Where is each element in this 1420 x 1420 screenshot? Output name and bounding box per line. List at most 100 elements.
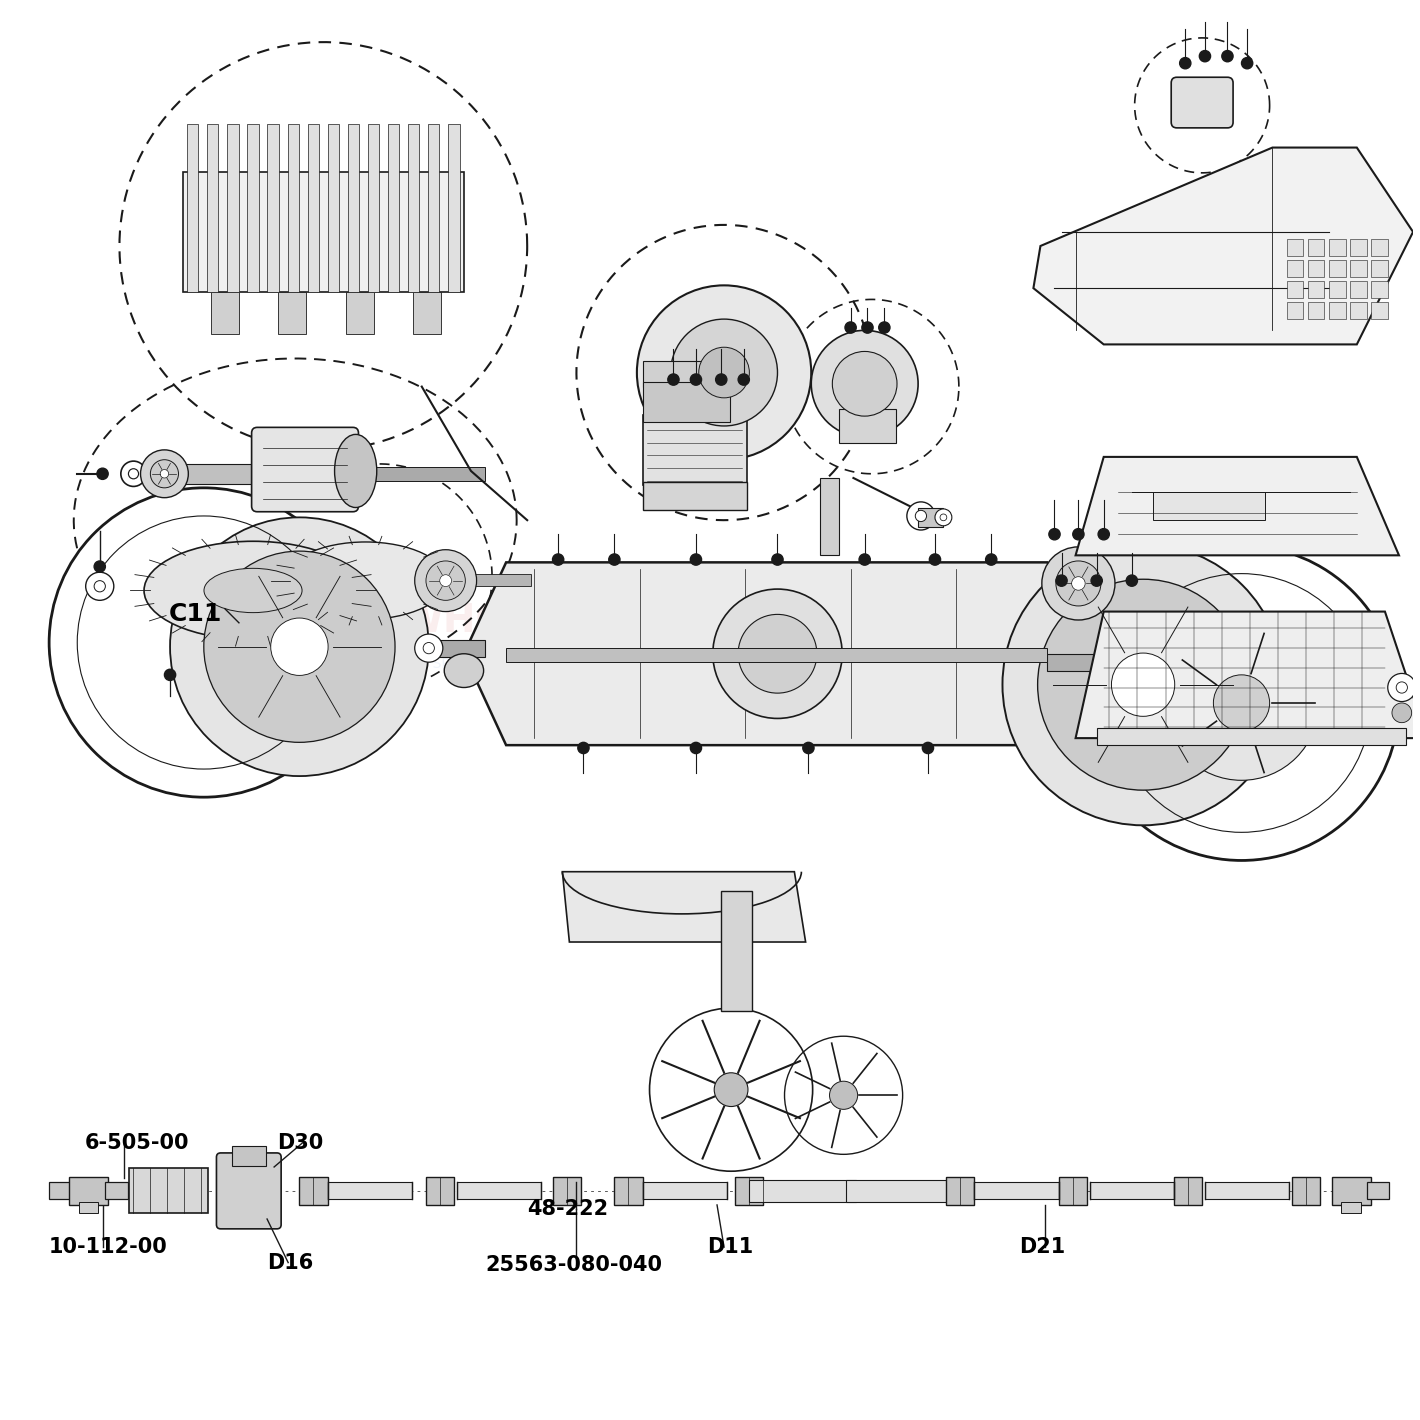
Bar — [346, 291, 373, 334]
Polygon shape — [464, 562, 1089, 746]
Circle shape — [1200, 51, 1211, 62]
Circle shape — [121, 462, 146, 487]
Text: WHOLESALE: WHOLESALE — [400, 602, 670, 640]
Circle shape — [271, 618, 328, 676]
Polygon shape — [1034, 148, 1413, 345]
Bar — [267, 125, 278, 291]
Text: D21: D21 — [1020, 1237, 1065, 1257]
Circle shape — [862, 322, 873, 334]
Text: C11: C11 — [169, 602, 222, 626]
Bar — [1206, 1183, 1289, 1200]
Bar — [1308, 260, 1325, 277]
Circle shape — [1164, 626, 1319, 781]
Bar — [1370, 302, 1387, 320]
Circle shape — [94, 581, 105, 592]
Circle shape — [699, 348, 750, 398]
Circle shape — [985, 554, 997, 565]
Bar — [308, 125, 320, 291]
Ellipse shape — [284, 542, 446, 619]
Bar — [1287, 281, 1304, 298]
Bar — [1370, 281, 1387, 298]
Circle shape — [1112, 653, 1174, 716]
Circle shape — [738, 615, 816, 693]
Circle shape — [1221, 51, 1233, 62]
Bar — [642, 483, 747, 510]
Circle shape — [1083, 545, 1399, 861]
Circle shape — [667, 373, 679, 385]
Bar — [1292, 1177, 1321, 1206]
Bar — [1366, 1183, 1389, 1200]
Bar — [429, 125, 439, 291]
Circle shape — [829, 1081, 858, 1109]
Bar — [183, 172, 464, 291]
Bar — [278, 291, 307, 334]
Circle shape — [141, 450, 189, 497]
Bar — [413, 291, 442, 334]
Bar — [642, 361, 724, 386]
Bar — [1089, 1183, 1174, 1200]
Circle shape — [1049, 528, 1061, 540]
Text: 48-222: 48-222 — [527, 1198, 608, 1220]
Bar — [207, 125, 219, 291]
Circle shape — [738, 373, 750, 385]
Bar — [1329, 281, 1346, 298]
Circle shape — [415, 635, 443, 662]
Circle shape — [772, 554, 782, 565]
Circle shape — [128, 469, 139, 479]
FancyBboxPatch shape — [216, 1153, 281, 1228]
Text: D16: D16 — [267, 1252, 314, 1272]
Circle shape — [1396, 682, 1407, 693]
Circle shape — [1003, 544, 1284, 825]
Bar — [1329, 239, 1346, 256]
Bar — [1287, 260, 1304, 277]
Circle shape — [1091, 575, 1102, 586]
Bar — [155, 616, 331, 646]
Bar — [750, 1180, 856, 1203]
Bar — [615, 1177, 642, 1206]
Polygon shape — [562, 872, 805, 941]
Bar — [1287, 239, 1304, 256]
Polygon shape — [1075, 457, 1399, 555]
Polygon shape — [1075, 612, 1420, 738]
Circle shape — [859, 554, 870, 565]
Bar — [1350, 260, 1366, 277]
Circle shape — [85, 572, 114, 601]
Circle shape — [929, 554, 940, 565]
FancyBboxPatch shape — [1416, 186, 1420, 222]
Circle shape — [716, 373, 727, 385]
Circle shape — [165, 669, 176, 680]
Bar — [129, 1169, 207, 1213]
Circle shape — [907, 501, 934, 530]
Circle shape — [934, 508, 951, 525]
Circle shape — [1241, 58, 1252, 68]
Circle shape — [160, 470, 169, 479]
Circle shape — [1056, 561, 1100, 606]
Bar — [721, 892, 753, 1011]
Circle shape — [638, 285, 811, 460]
Bar — [231, 1146, 266, 1166]
Circle shape — [1180, 58, 1191, 68]
Circle shape — [1387, 673, 1416, 701]
Circle shape — [97, 469, 108, 480]
Circle shape — [50, 488, 358, 797]
Circle shape — [802, 743, 814, 754]
Bar — [351, 467, 486, 481]
Bar — [1153, 493, 1265, 520]
Bar — [1350, 281, 1366, 298]
FancyBboxPatch shape — [251, 427, 358, 511]
Text: 6-505-00: 6-505-00 — [84, 1133, 189, 1153]
Circle shape — [916, 510, 926, 521]
Bar — [457, 1183, 541, 1200]
Bar — [642, 382, 730, 422]
Ellipse shape — [143, 541, 362, 639]
Bar — [185, 464, 257, 484]
Ellipse shape — [335, 435, 376, 507]
Bar — [919, 507, 943, 527]
Circle shape — [1072, 528, 1083, 540]
Bar — [1370, 239, 1387, 256]
Circle shape — [940, 514, 947, 521]
Circle shape — [1392, 703, 1411, 723]
Bar — [1096, 728, 1406, 746]
Circle shape — [609, 554, 621, 565]
Circle shape — [94, 561, 105, 572]
